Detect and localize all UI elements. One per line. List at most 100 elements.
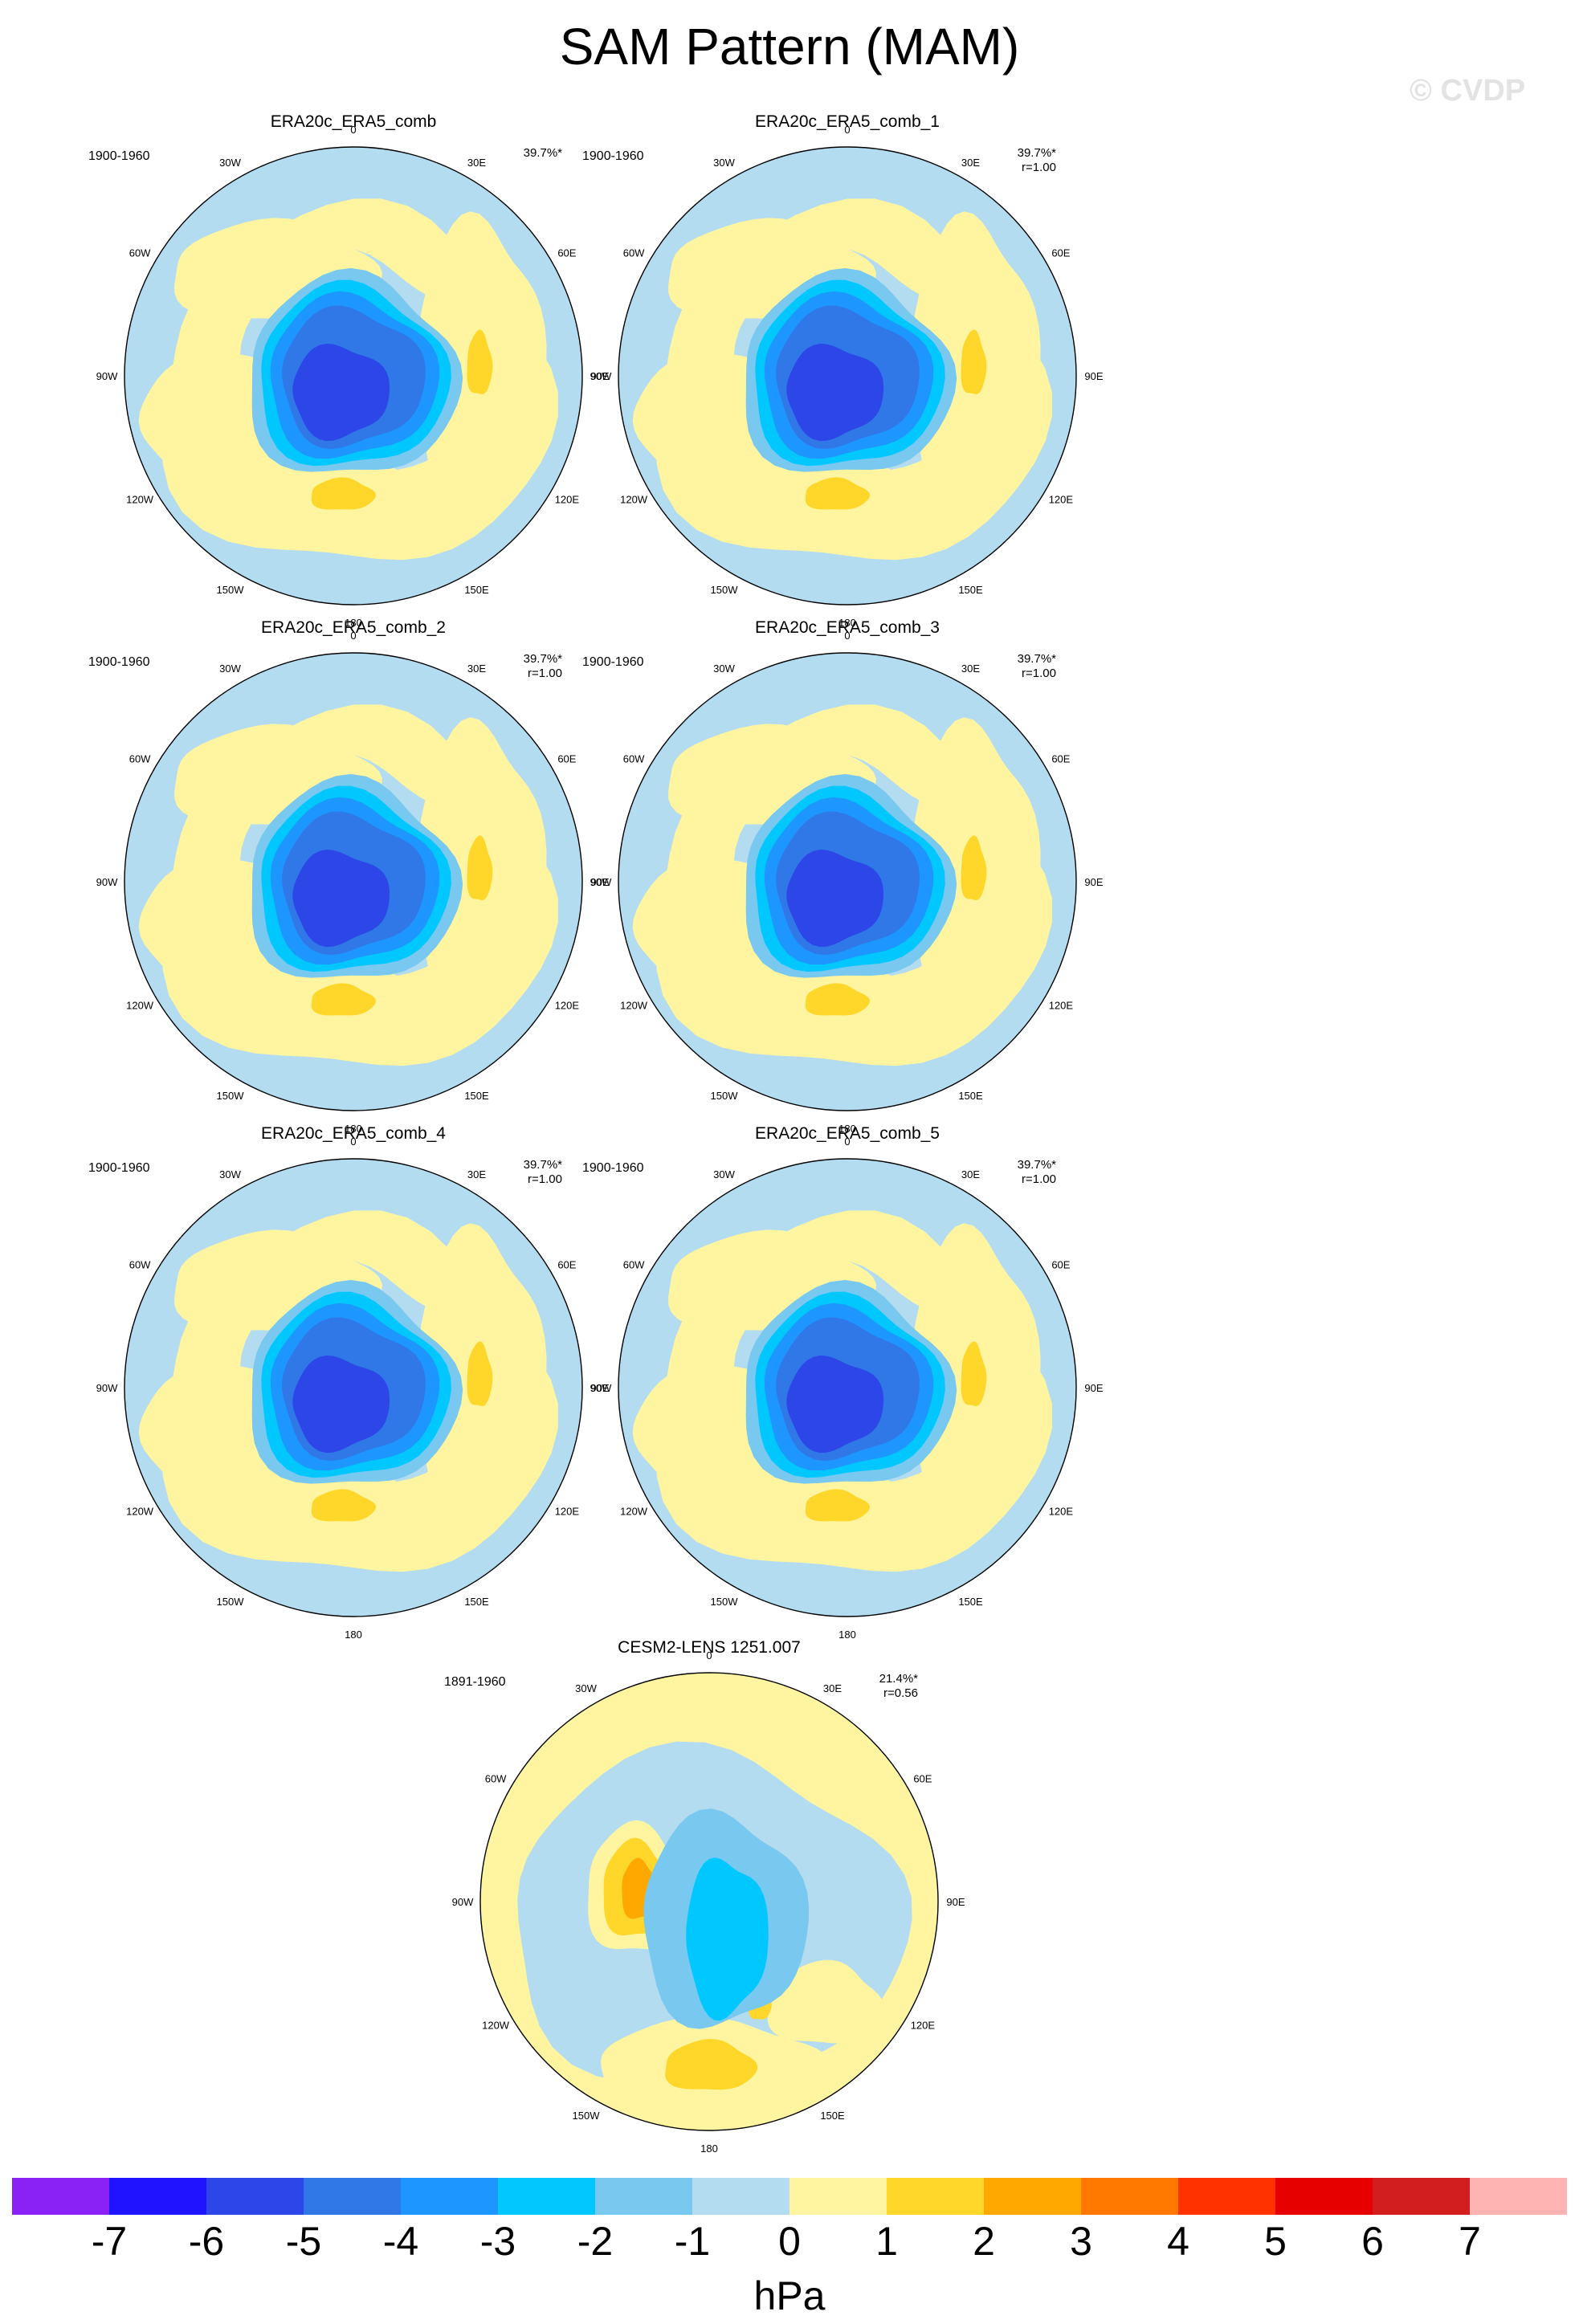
panel-stats: 39.7%* r=1.00 bbox=[968, 146, 1056, 175]
longitude-label: 180 bbox=[345, 1123, 362, 1135]
longitude-label: 120W bbox=[620, 494, 648, 506]
longitude-label: 180 bbox=[838, 617, 856, 629]
longitude-label: 60E bbox=[1051, 753, 1070, 765]
longitude-label: 0 bbox=[844, 630, 850, 642]
polar-map: 0 30E 60E 90E 120E 150E 180 150W 120W 90W 60W 30W bbox=[96, 124, 610, 629]
contour-band-1-2 bbox=[467, 329, 493, 394]
longitude-label: 30E bbox=[961, 157, 980, 169]
contour-band-1-2 bbox=[961, 329, 987, 394]
contour-band-negative bbox=[786, 344, 883, 442]
map-panel: ERA20c_ERA5_comb_2 1900-1960 39.7%* r=1.00 0… bbox=[80, 618, 787, 1135]
contour-band-1-2 bbox=[805, 983, 870, 1016]
polar-map: 0 30E 60E 90E 120E 150E 180 150W 120W 90W 60W 30W bbox=[452, 1649, 965, 2155]
map-border bbox=[124, 146, 583, 605]
longitude-label: 30E bbox=[467, 663, 486, 675]
colorbar-tick-label: -6 bbox=[188, 2219, 225, 2264]
panel-stats: 39.7%* r=1.00 bbox=[474, 652, 562, 681]
longitude-label: 150E bbox=[958, 1090, 983, 1102]
longitude-label: 0 bbox=[350, 1135, 356, 1148]
longitude-label: 120W bbox=[126, 1506, 154, 1518]
longitude-label: 150W bbox=[217, 1596, 245, 1608]
longitude-label: 90E bbox=[1084, 1382, 1103, 1394]
colorbar-box bbox=[984, 2178, 1081, 2215]
longitude-label: 120E bbox=[555, 1000, 580, 1012]
longitude-label: 0 bbox=[844, 124, 850, 136]
longitude-label: 120E bbox=[1049, 1000, 1074, 1012]
longitude-label: 60E bbox=[557, 753, 576, 765]
longitude-label: 60E bbox=[557, 247, 576, 259]
longitude-label: 90W bbox=[452, 1896, 474, 1908]
polar-map: 0 30E 60E 90E 120E 150E 180 150W 120W 90W 60W 30W bbox=[96, 630, 610, 1135]
map-border bbox=[618, 1158, 1077, 1617]
longitude-label: 60W bbox=[485, 1773, 507, 1785]
colorbar-box bbox=[1178, 2178, 1275, 2215]
contour-band-negative bbox=[292, 850, 390, 948]
longitude-label: 120E bbox=[1049, 494, 1074, 506]
contour-band-negative bbox=[292, 344, 390, 442]
longitude-label: 90W bbox=[96, 1382, 118, 1394]
longitude-label: 60W bbox=[129, 1259, 151, 1271]
colorbar-tick-label: 3 bbox=[1070, 2219, 1092, 2264]
map-border bbox=[124, 652, 583, 1111]
longitude-label: 150W bbox=[711, 584, 739, 596]
map-border bbox=[479, 1672, 939, 2131]
colorbar bbox=[12, 2178, 1567, 2215]
longitude-label: 30W bbox=[713, 663, 735, 675]
longitude-label: 90W bbox=[96, 876, 118, 888]
longitude-label: 150E bbox=[464, 1090, 489, 1102]
polar-map: 0 30E 60E 90E 120E 150E 180 150W 120W 90W 60W 30W bbox=[590, 1135, 1104, 1641]
longitude-label: 150W bbox=[217, 584, 245, 596]
colorbar-box bbox=[1373, 2178, 1470, 2215]
map-border bbox=[618, 652, 1077, 1111]
panel-pct-variance: 39.7%* bbox=[523, 146, 562, 160]
longitude-label: 90E bbox=[590, 1382, 609, 1394]
map-panel: ERA20c_ERA5_comb_1 1900-1960 39.7%* r=1.00 0… bbox=[574, 112, 1281, 629]
colorbar-tick-label: -4 bbox=[382, 2219, 419, 2264]
longitude-label: 30E bbox=[823, 1682, 842, 1694]
longitude-label: 90E bbox=[1084, 876, 1103, 888]
colorbar-box bbox=[1470, 2178, 1567, 2215]
longitude-label: 60E bbox=[1051, 247, 1070, 259]
longitude-label: 90W bbox=[590, 370, 612, 382]
polar-map: 0 30E 60E 90E 120E 150E 180 150W 120W 90W 60W 30W bbox=[590, 124, 1104, 629]
colorbar-tick-label: -3 bbox=[479, 2219, 516, 2264]
panel-stats: 39.7%* bbox=[474, 146, 562, 161]
panel-pct-variance: 39.7%* bbox=[1017, 1158, 1056, 1172]
longitude-label: 60W bbox=[129, 753, 151, 765]
longitude-label: 120E bbox=[555, 1506, 580, 1518]
map-panel: ERA20c_ERA5_comb_4 1900-1960 39.7%* r=1.00 0… bbox=[80, 1124, 787, 1641]
colorbar-tick-label: 4 bbox=[1167, 2219, 1189, 2264]
colorbar-tick-label: 1 bbox=[875, 2219, 898, 2264]
longitude-label: 30E bbox=[467, 1168, 486, 1180]
longitude-label: 90W bbox=[590, 1382, 612, 1394]
contour-band-1-2 bbox=[467, 835, 493, 900]
colorbar-box bbox=[595, 2178, 692, 2215]
longitude-label: 180 bbox=[700, 2143, 718, 2155]
longitude-label: 60E bbox=[1051, 1259, 1070, 1271]
panel-period: 1900-1960 bbox=[88, 1161, 150, 1175]
panel-stats: 39.7%* r=1.00 bbox=[474, 1158, 562, 1187]
longitude-label: 120W bbox=[126, 1000, 154, 1012]
longitude-label: 60E bbox=[557, 1259, 576, 1271]
panel-stats: 21.4%* r=0.56 bbox=[830, 1672, 918, 1701]
panel-title: ERA20c_ERA5_comb_4 bbox=[261, 1124, 446, 1143]
longitude-label: 120E bbox=[555, 494, 580, 506]
contour-band-1-2 bbox=[961, 1341, 987, 1406]
colorbar-tick-label: -7 bbox=[91, 2219, 128, 2264]
longitude-label: 30E bbox=[961, 663, 980, 675]
contour-band-1-2 bbox=[311, 983, 376, 1016]
longitude-label: 150E bbox=[464, 584, 489, 596]
longitude-label: 30W bbox=[575, 1682, 597, 1694]
panel-title: ERA20c_ERA5_comb_2 bbox=[261, 618, 446, 637]
colorbar-box bbox=[692, 2178, 790, 2215]
panel-stats: 39.7%* r=1.00 bbox=[968, 652, 1056, 681]
panel-pct-variance: 39.7%* bbox=[523, 1158, 562, 1172]
colorbar-tick-label: -1 bbox=[674, 2219, 711, 2264]
longitude-label: 30E bbox=[467, 157, 486, 169]
longitude-label: 150W bbox=[217, 1090, 245, 1102]
contour-band-0-1 bbox=[767, 1959, 884, 2044]
panel-pattern-correlation: r=1.00 bbox=[1022, 667, 1056, 680]
panel-period: 1900-1960 bbox=[582, 149, 644, 163]
colorbar-tick-label: -5 bbox=[285, 2219, 322, 2264]
panel-pct-variance: 39.7%* bbox=[1017, 652, 1056, 666]
